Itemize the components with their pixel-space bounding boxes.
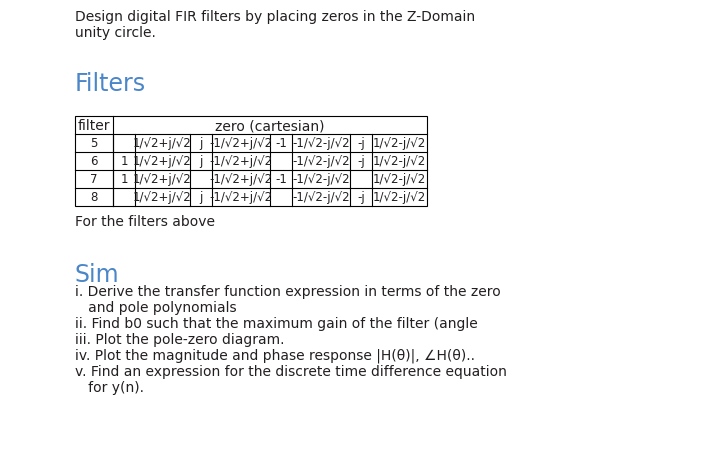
Text: 1: 1	[120, 155, 128, 168]
Text: -j: -j	[357, 191, 365, 204]
Text: iv. Plot the magnitude and phase response |H(θ)|, ∠H(θ)..: iv. Plot the magnitude and phase respons…	[75, 348, 475, 363]
Text: and pole polynomials: and pole polynomials	[75, 300, 237, 314]
Text: -1/√2-j/√2: -1/√2-j/√2	[293, 191, 350, 204]
Text: j: j	[199, 155, 203, 168]
Text: filter: filter	[77, 119, 110, 133]
Text: -1/√2-j/√2: -1/√2-j/√2	[293, 155, 350, 168]
Text: Sim: Sim	[75, 263, 120, 286]
Text: 1/√2+j/√2: 1/√2+j/√2	[133, 191, 192, 204]
Text: -j: -j	[357, 137, 365, 150]
Text: iii. Plot the pole-zero diagram.: iii. Plot the pole-zero diagram.	[75, 332, 285, 346]
Text: -1/√2-j/√2: -1/√2-j/√2	[293, 137, 350, 150]
Bar	[75, 117, 427, 207]
Text: 7: 7	[90, 173, 98, 186]
Text: i. Derive the transfer function expression in terms of the zero: i. Derive the transfer function expressi…	[75, 285, 500, 298]
Text: -1/√2-j/√2: -1/√2-j/√2	[293, 173, 350, 186]
Text: 1/√2-j/√2: 1/√2-j/√2	[373, 137, 426, 150]
Text: 1/√2+j/√2: 1/√2+j/√2	[133, 173, 192, 186]
Text: ii. Find b0 such that the maximum gain of the filter (angle: ii. Find b0 such that the maximum gain o…	[75, 316, 478, 330]
Text: 1/√2-j/√2: 1/√2-j/√2	[373, 173, 426, 186]
Text: zero (cartesian): zero (cartesian)	[215, 119, 325, 133]
Text: Design digital FIR filters by placing zeros in the Z-Domain: Design digital FIR filters by placing ze…	[75, 10, 475, 24]
Text: 8: 8	[90, 191, 98, 204]
Text: 1: 1	[120, 173, 128, 186]
Text: v. Find an expression for the discrete time difference equation: v. Find an expression for the discrete t…	[75, 364, 507, 378]
Text: 1/√2+j/√2: 1/√2+j/√2	[133, 155, 192, 168]
Text: -1/√2+j/√2: -1/√2+j/√2	[209, 155, 272, 168]
Text: -1/√2+j/√2: -1/√2+j/√2	[209, 191, 272, 204]
Text: for y(n).: for y(n).	[75, 380, 144, 394]
Text: 5: 5	[90, 137, 98, 150]
Text: 1/√2-j/√2: 1/√2-j/√2	[373, 155, 426, 168]
Text: j: j	[199, 137, 203, 150]
Text: -1/√2+j/√2: -1/√2+j/√2	[209, 137, 272, 150]
Text: 6: 6	[90, 155, 98, 168]
Text: -1: -1	[275, 137, 287, 150]
Text: -1/√2+j/√2: -1/√2+j/√2	[209, 173, 272, 186]
Text: j: j	[199, 191, 203, 204]
Text: -1: -1	[275, 173, 287, 186]
Text: -j: -j	[357, 155, 365, 168]
Text: 1/√2+j/√2: 1/√2+j/√2	[133, 137, 192, 150]
Text: Filters: Filters	[75, 72, 146, 96]
Text: For the filters above: For the filters above	[75, 214, 215, 229]
Text: 1/√2-j/√2: 1/√2-j/√2	[373, 191, 426, 204]
Text: unity circle.: unity circle.	[75, 26, 156, 40]
